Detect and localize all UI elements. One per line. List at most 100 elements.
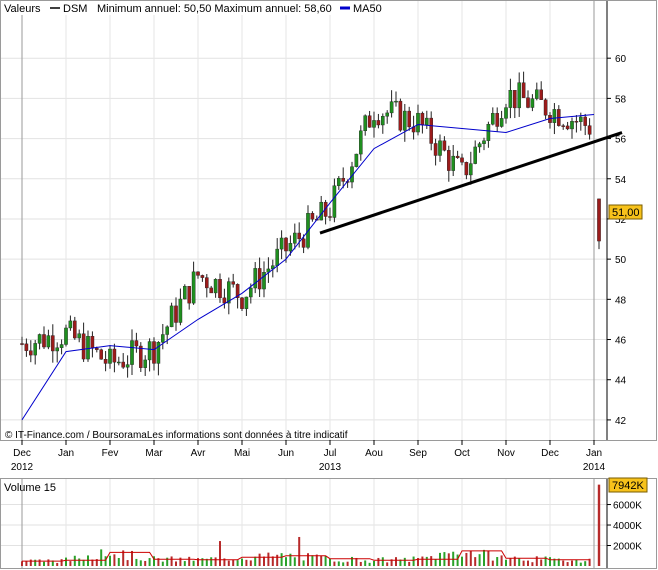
candle-body: [416, 112, 420, 133]
volume-bar: [175, 561, 177, 566]
month-label: Jan: [58, 448, 74, 459]
candle-body: [55, 347, 59, 352]
candle-body: [570, 121, 574, 130]
volume-bar: [302, 560, 305, 566]
x-axis: Dec Jan Fev Mar Avr Mai Jun Jul Aou Sep Oct Nov Dec J…: [11, 440, 606, 473]
month-label: Mar: [145, 448, 163, 459]
candle-body: [64, 327, 68, 345]
volume-tick-label: 4000K: [613, 521, 642, 532]
candle-body: [442, 140, 447, 151]
volume-y-axis: 2000K 4000K 6000K: [606, 479, 642, 568]
candle-body: [491, 113, 495, 125]
candle-body: [103, 359, 108, 364]
candle-body: [579, 116, 583, 122]
volume-bar: [51, 560, 54, 566]
candle-body: [521, 82, 526, 98]
month-label: Jan: [586, 448, 602, 459]
volume-bar: [549, 557, 551, 566]
candle-body: [319, 201, 324, 221]
month-label: Aou: [365, 448, 383, 459]
volume-bar: [518, 558, 521, 566]
candle-body: [363, 115, 368, 132]
candle-body: [20, 343, 24, 345]
last-price-label: 51,00: [612, 207, 640, 219]
volume-bar: [399, 559, 402, 566]
volume-bar: [544, 556, 547, 566]
volume-bar: [588, 558, 591, 566]
volume-bar: [21, 561, 23, 566]
volume-bar: [91, 559, 94, 566]
volume-bar: [571, 560, 573, 566]
candle-body: [77, 333, 81, 339]
candle-body: [279, 237, 284, 250]
candle-body: [182, 286, 187, 300]
volume-bar: [87, 555, 89, 566]
legend-valeurs: Valeurs: [4, 3, 41, 15]
candle-body: [143, 359, 148, 368]
volume-bar: [456, 554, 459, 566]
volume-title: Volume 15: [4, 482, 56, 494]
candle-body: [486, 124, 491, 141]
volume-bar: [373, 560, 375, 566]
candle-body: [81, 333, 86, 360]
year-label: 2013: [319, 462, 342, 473]
candle-body: [539, 89, 543, 100]
volume-bar: [38, 559, 41, 566]
candle-body: [530, 98, 535, 108]
volume-bar: [487, 550, 490, 566]
candle-body: [543, 99, 548, 116]
candle-body: [51, 335, 55, 352]
volume-bar: [430, 556, 433, 566]
volume-bar: [144, 560, 147, 566]
volume-bar: [271, 556, 274, 566]
volume-bar: [153, 556, 155, 566]
price-tick-label: 46: [615, 336, 627, 347]
volume-bar: [346, 561, 349, 566]
month-label: Dec: [13, 448, 31, 459]
volume-bar: [408, 561, 411, 566]
price-y-axis: 42 44 46 48 50 52 54 56 58 60: [606, 1, 627, 440]
volume-bar: [188, 556, 191, 566]
legend-bg: [1, 1, 361, 15]
candle-body: [477, 143, 482, 148]
candle-body: [288, 243, 293, 252]
volume-bar: [205, 558, 208, 566]
price-tick-label: 56: [615, 135, 627, 146]
volume-bar: [315, 554, 318, 566]
volume-bar: [311, 555, 314, 566]
candle-body: [284, 237, 288, 252]
candle-body: [178, 298, 183, 323]
candle-body: [526, 97, 530, 108]
volume-bar: [359, 561, 362, 566]
volume-bar: [258, 553, 261, 566]
month-label: Sep: [409, 448, 427, 459]
price-tick-label: 60: [615, 54, 627, 65]
volume-bar: [214, 557, 217, 566]
volume-bar: [100, 549, 103, 566]
month-label: Oct: [454, 448, 470, 459]
month-label: Jul: [324, 448, 337, 459]
legend-ma: MA50: [353, 3, 382, 15]
volume-bar: [201, 558, 204, 566]
volume-bar: [78, 558, 81, 566]
candle-body: [495, 113, 500, 127]
volume-bar: [276, 554, 279, 566]
volume-bar: [562, 560, 565, 566]
volume-tick-label: 2000K: [613, 542, 642, 553]
volume-bar: [170, 556, 173, 566]
volume-bar: [461, 556, 463, 566]
volume-bar: [540, 559, 543, 566]
candle-body: [196, 271, 200, 276]
volume-bar: [267, 552, 270, 566]
volume-bar: [527, 560, 529, 566]
volume-bar: [210, 557, 213, 566]
candle-body: [213, 279, 218, 294]
volume-bar: [324, 555, 327, 566]
volume-bar: [575, 559, 578, 566]
volume-bar: [403, 557, 406, 566]
volume-bar: [395, 557, 397, 566]
volume-bar: [179, 557, 182, 566]
price-panel-frame: [0, 0, 657, 441]
candle-body: [138, 345, 143, 368]
